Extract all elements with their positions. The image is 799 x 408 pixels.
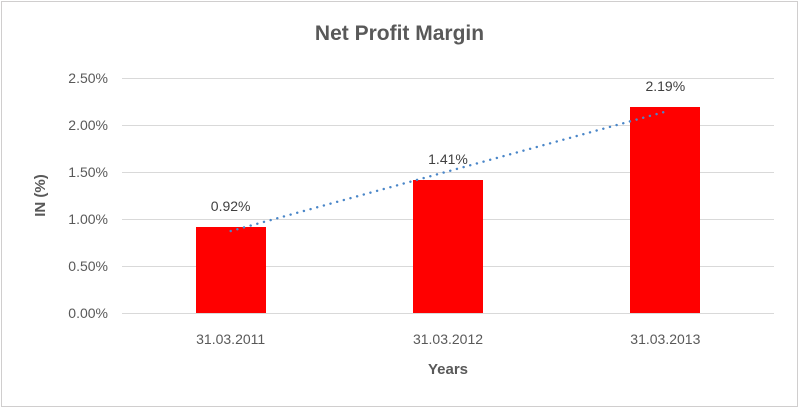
gridline <box>122 125 774 126</box>
trendline-path <box>229 110 667 233</box>
gridline <box>122 78 774 79</box>
y-tick-label: 0.00% <box>68 305 108 321</box>
y-tick-label: 2.00% <box>68 117 108 133</box>
y-tick-label: 0.50% <box>68 258 108 274</box>
y-axis-title: IN (%) <box>0 78 80 313</box>
trendline <box>229 110 667 233</box>
y-tick-label: 1.00% <box>68 211 108 227</box>
bar <box>630 107 701 313</box>
data-label: 1.41% <box>428 151 468 168</box>
x-tick-label: 31.03.2012 <box>412 331 484 347</box>
chart-title: Net Profit Margin <box>314 22 485 45</box>
bar <box>413 180 483 313</box>
bar <box>195 226 266 313</box>
x-axis-title: Years <box>427 361 469 378</box>
gridline <box>122 313 774 314</box>
data-label: 2.19% <box>645 78 686 95</box>
y-tick-label: 2.50% <box>68 70 108 86</box>
x-tick-label: 31.03.2013 <box>630 331 701 347</box>
data-label: 0.92% <box>210 197 251 214</box>
x-tick-label: 31.03.2011 <box>196 331 266 347</box>
gridline <box>122 172 774 173</box>
y-tick-label: 1.50% <box>68 164 108 180</box>
